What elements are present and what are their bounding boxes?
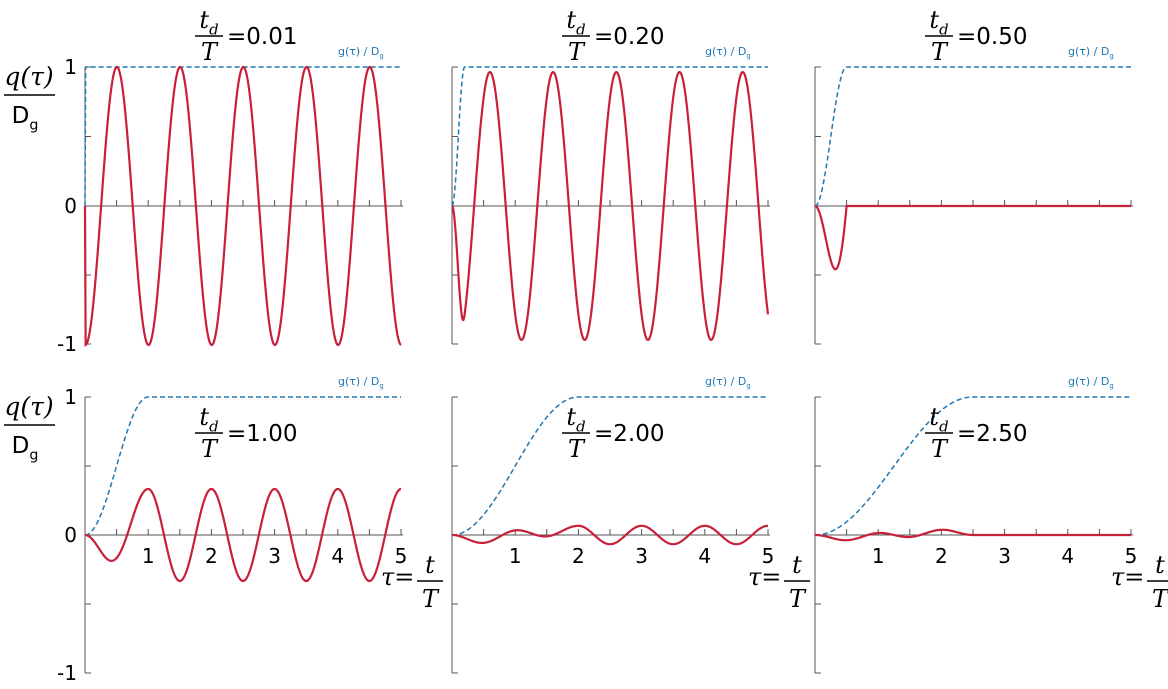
ratio-label-num: td [199,403,218,436]
ratio-label-value: =0.20 [594,24,664,50]
ground-motion-label: g(τ) / Dg [705,45,751,60]
x-axis-label-num: t [425,551,435,579]
y-axis-label-row-2: q(τ) Dg [4,392,55,463]
x-tick-label: 1 [872,544,885,568]
response-line [815,528,1131,542]
ratio-label-den: T [931,435,949,463]
x-axis-label-lhs: τ= [748,563,781,591]
ratio-label-value: =2.50 [957,421,1027,447]
y-tick-label: 0 [64,194,77,218]
y-tick-label: -1 [57,332,77,356]
y-axis-label-den: Dg [12,433,39,463]
x-tick-label: 2 [572,544,585,568]
x-tick-label: 5 [762,544,775,568]
ratio-label-den: T [931,38,949,66]
y-axis-label-row-1: q(τ) Dg [4,62,55,133]
ground-motion-line [84,396,401,536]
response-line [84,487,402,583]
x-tick-label: 4 [698,544,711,568]
ground-motion-label: g(τ) / Dg [338,375,384,390]
ground-motion-line [814,396,1131,536]
x-axis-label-num: t [1155,551,1165,579]
ground-motion-label: g(τ) / Dg [338,45,384,60]
x-axis-label-lhs: τ= [1111,563,1144,591]
y-axis-label-num: q(τ) [4,62,53,91]
ratio-label-num: td [929,403,948,436]
ground-motion-label: g(τ) / Dg [705,375,751,390]
ground-motion-line [84,66,401,207]
response-line [452,524,768,546]
ratio-label-num: td [566,403,585,436]
ratio-label-value: =2.00 [594,421,664,447]
panel-td-0-01: 1 0 -1 g(τ) / Dg tdT =0.01 [57,6,403,356]
y-tick-label: 1 [64,385,77,409]
x-tick-label: 3 [635,544,648,568]
x-tick-label: 2 [205,544,218,568]
x-tick-label: 4 [331,544,344,568]
y-tick-label: 1 [64,55,77,79]
x-tick-label: 5 [1125,544,1138,568]
ratio-label-num: td [199,6,218,39]
x-axis-label-den: T [1152,585,1168,613]
panel-td-0-50: g(τ) / Dg tdT =0.50 [814,6,1133,345]
x-tick-label: 3 [998,544,1011,568]
ratio-label-value: =1.00 [227,421,297,447]
response-line [451,71,770,341]
y-axis-label-num: q(τ) [4,392,53,421]
ratio-label-num: td [566,6,585,39]
y-tick-label: 0 [64,523,77,547]
response-line [814,204,1131,271]
ratio-label-den: T [201,38,219,66]
ratio-label-den: T [568,435,586,463]
ratio-label-den: T [568,38,586,66]
x-axis-label-lhs: τ= [381,563,414,591]
x-axis-label-num: t [792,551,802,579]
ratio-label-num: td [929,6,948,39]
response-line [83,65,402,347]
x-tick-label: 4 [1061,544,1074,568]
x-tick-label: 3 [268,544,281,568]
y-tick-label: -1 [57,661,77,685]
x-axis-label-den: T [422,585,440,613]
ground-motion-line [451,396,768,536]
ratio-label-value: =0.01 [227,24,297,50]
ground-motion-line [451,66,768,207]
ratio-label-den: T [201,435,219,463]
y-axis-label-den: Dg [12,103,39,133]
ground-motion-line [814,66,1131,207]
x-tick-label: 5 [395,544,408,568]
x-tick-label: 2 [935,544,948,568]
ground-motion-label: g(τ) / Dg [1068,45,1114,60]
ground-motion-label: g(τ) / Dg [1068,375,1114,390]
panel-td-0-20: g(τ) / Dg tdT =0.20 [451,6,770,345]
x-tick-label: 1 [509,544,522,568]
x-tick-label: 1 [142,544,155,568]
x-axis-label-den: T [789,585,807,613]
ratio-label-value: =0.50 [957,24,1027,50]
